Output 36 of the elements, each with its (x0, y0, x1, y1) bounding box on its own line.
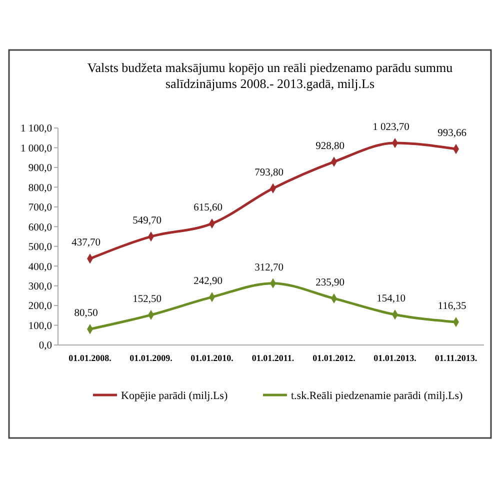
data-label: 928,80 (316, 140, 344, 152)
y-tick-label: 200,0 (28, 301, 52, 312)
y-tick-label: 700,0 (28, 202, 52, 214)
data-label: 1 023,70 (372, 122, 410, 134)
x-tick-label: 01.11.2013. (434, 353, 478, 363)
y-tick-label: 300,0 (28, 281, 52, 292)
x-tick-label: 01.01.2009. (130, 353, 172, 363)
x-tick-label: 01.01.2011. (252, 353, 294, 363)
data-label: 549,70 (132, 216, 162, 227)
data-label: 793,80 (254, 167, 284, 178)
y-tick-label: 100,0 (28, 320, 52, 332)
x-tick-label: 01.01.2010. (190, 353, 234, 363)
y-tick-label: 400,0 (28, 262, 52, 273)
chart-title: Valsts budžeta maksājumu kopējo un reāli piedzenamo parādu summu salīdzinājums 2008.- 2013.gadā, milj.Ls (87, 60, 454, 91)
y-tick-label: 1 000,0 (20, 143, 52, 154)
y-tick-label: 1 100,0 (20, 124, 52, 135)
y-tick-label: 0,0 (38, 340, 52, 352)
data-label: 116,35 (438, 301, 466, 312)
data-label: 154,10 (376, 294, 406, 305)
y-tick-label: 500,0 (28, 242, 52, 254)
data-label: 80,50 (74, 308, 98, 320)
data-label: 993,66 (438, 128, 466, 139)
y-tick-label: 900,0 (28, 163, 52, 174)
x-tick-label: 01.01.2013. (374, 353, 416, 363)
data-label: 152,50 (132, 294, 162, 305)
x-tick-label: 01.01.2008. (68, 353, 112, 363)
legend-label: Kopējie parādi (milj.Ls) (121, 390, 228, 402)
data-label: 312,70 (254, 262, 284, 274)
y-tick-label: 600,0 (28, 222, 52, 234)
data-label: 242,90 (194, 276, 222, 288)
data-label: 235,90 (316, 277, 344, 288)
y-tick-label: 800,0 (28, 182, 52, 194)
x-tick-label: 01.01.2012. (312, 353, 356, 363)
data-label: 615,60 (194, 202, 222, 214)
data-label: 437,70 (72, 238, 100, 249)
legend-label: t.sk.Reāli piedzenamie parādi (milj.Ls) (291, 390, 463, 402)
